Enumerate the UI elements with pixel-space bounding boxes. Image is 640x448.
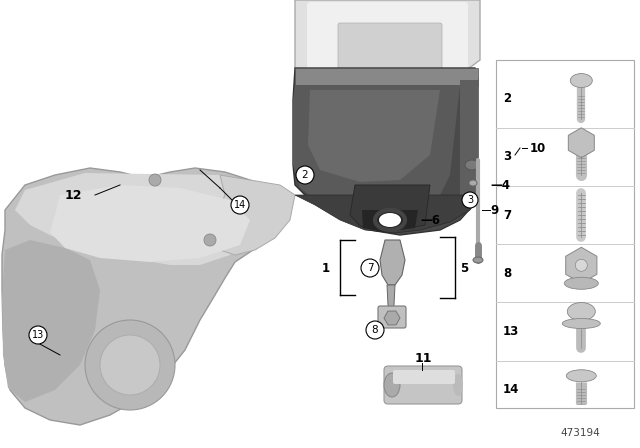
Text: 10: 10 — [530, 142, 547, 155]
Text: 3: 3 — [467, 195, 473, 205]
Text: 2: 2 — [503, 92, 511, 105]
Text: 13: 13 — [503, 325, 519, 338]
Polygon shape — [350, 185, 430, 232]
Text: 2: 2 — [301, 170, 308, 180]
Ellipse shape — [384, 373, 400, 397]
Ellipse shape — [563, 319, 600, 328]
Circle shape — [29, 326, 47, 344]
Polygon shape — [50, 185, 250, 262]
Text: 473194: 473194 — [560, 428, 600, 438]
Text: 12: 12 — [65, 189, 83, 202]
Bar — [496, 60, 634, 408]
Ellipse shape — [567, 302, 595, 320]
Circle shape — [575, 259, 588, 271]
Polygon shape — [2, 168, 278, 425]
Text: 14: 14 — [234, 200, 246, 210]
Ellipse shape — [465, 160, 479, 170]
Circle shape — [204, 234, 216, 246]
Polygon shape — [293, 68, 478, 235]
Text: 1: 1 — [322, 262, 330, 275]
Circle shape — [100, 335, 160, 395]
Polygon shape — [15, 173, 272, 265]
Circle shape — [149, 174, 161, 186]
Circle shape — [462, 192, 478, 208]
Ellipse shape — [473, 257, 483, 263]
FancyBboxPatch shape — [384, 366, 462, 404]
Circle shape — [231, 196, 249, 214]
Text: 9: 9 — [490, 203, 499, 216]
FancyBboxPatch shape — [307, 2, 468, 73]
Circle shape — [85, 320, 175, 410]
Text: 8: 8 — [503, 267, 511, 280]
FancyBboxPatch shape — [393, 370, 455, 384]
Ellipse shape — [453, 374, 463, 396]
FancyBboxPatch shape — [378, 306, 406, 328]
Polygon shape — [295, 195, 478, 233]
Ellipse shape — [379, 213, 401, 227]
Polygon shape — [2, 240, 100, 402]
Ellipse shape — [566, 370, 596, 382]
Polygon shape — [362, 210, 418, 232]
Text: —6: —6 — [420, 214, 440, 227]
Polygon shape — [387, 285, 395, 312]
Polygon shape — [380, 240, 405, 285]
Ellipse shape — [518, 123, 522, 127]
Circle shape — [296, 166, 314, 184]
FancyBboxPatch shape — [338, 23, 442, 72]
Text: 13: 13 — [32, 330, 44, 340]
Ellipse shape — [469, 180, 477, 186]
Polygon shape — [293, 85, 460, 228]
Polygon shape — [295, 0, 480, 82]
Text: 7: 7 — [367, 263, 373, 273]
Text: 7: 7 — [503, 208, 511, 222]
Text: 8: 8 — [372, 325, 378, 335]
Text: —4: —4 — [490, 178, 510, 191]
Polygon shape — [215, 175, 295, 255]
Polygon shape — [308, 90, 440, 182]
Text: 14: 14 — [503, 383, 520, 396]
Ellipse shape — [564, 277, 598, 289]
Text: 3: 3 — [503, 150, 511, 164]
Polygon shape — [460, 80, 478, 215]
Ellipse shape — [570, 73, 592, 87]
Circle shape — [361, 259, 379, 277]
Text: 11: 11 — [415, 352, 433, 365]
Text: 5: 5 — [460, 262, 468, 275]
Bar — [295, 68, 478, 86]
Circle shape — [366, 321, 384, 339]
